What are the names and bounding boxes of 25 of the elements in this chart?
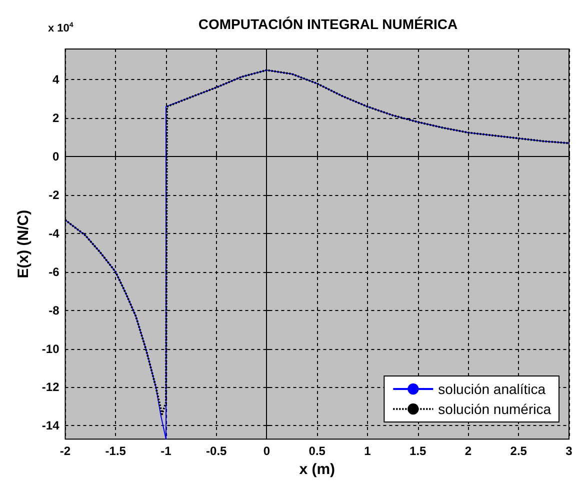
y-tick-label: -8 [48,303,60,318]
x-tick-label: 3 [566,444,573,458]
y-axis-title: E(x) (N/C) [15,210,32,278]
legend-label: solución numérica [438,401,552,417]
y-tick-label: -2 [48,188,60,202]
x-tick-label: 1.5 [410,444,427,458]
y-tick-label: 0 [52,150,60,164]
y-tick-label: -4 [48,226,60,240]
chart-title: COMPUTACIÓN INTEGRAL NUMÉRICA [198,16,458,32]
y-tick-label: -6 [48,264,60,279]
x-tick-label: -1 [160,444,172,458]
y-tick-label: 2 [52,111,60,126]
x-tick-label: 1 [364,444,372,458]
y-tick-label: 4 [52,72,60,87]
x-tick-label: 2.5 [510,444,528,458]
x-tick-label: 0.5 [308,444,326,458]
x-tick-label: -1.5 [105,444,126,458]
x-axis-title: x (m) [299,461,336,478]
y-tick-label: -12 [42,380,60,394]
x-tick-label: 2 [464,444,472,458]
legend-label: solución analítica [438,381,546,397]
x-tick-label: 0 [263,444,270,458]
y-tick-label: -10 [42,342,60,356]
y-tick-label: -14 [42,418,60,433]
x-tick-label: -0.5 [206,444,228,458]
